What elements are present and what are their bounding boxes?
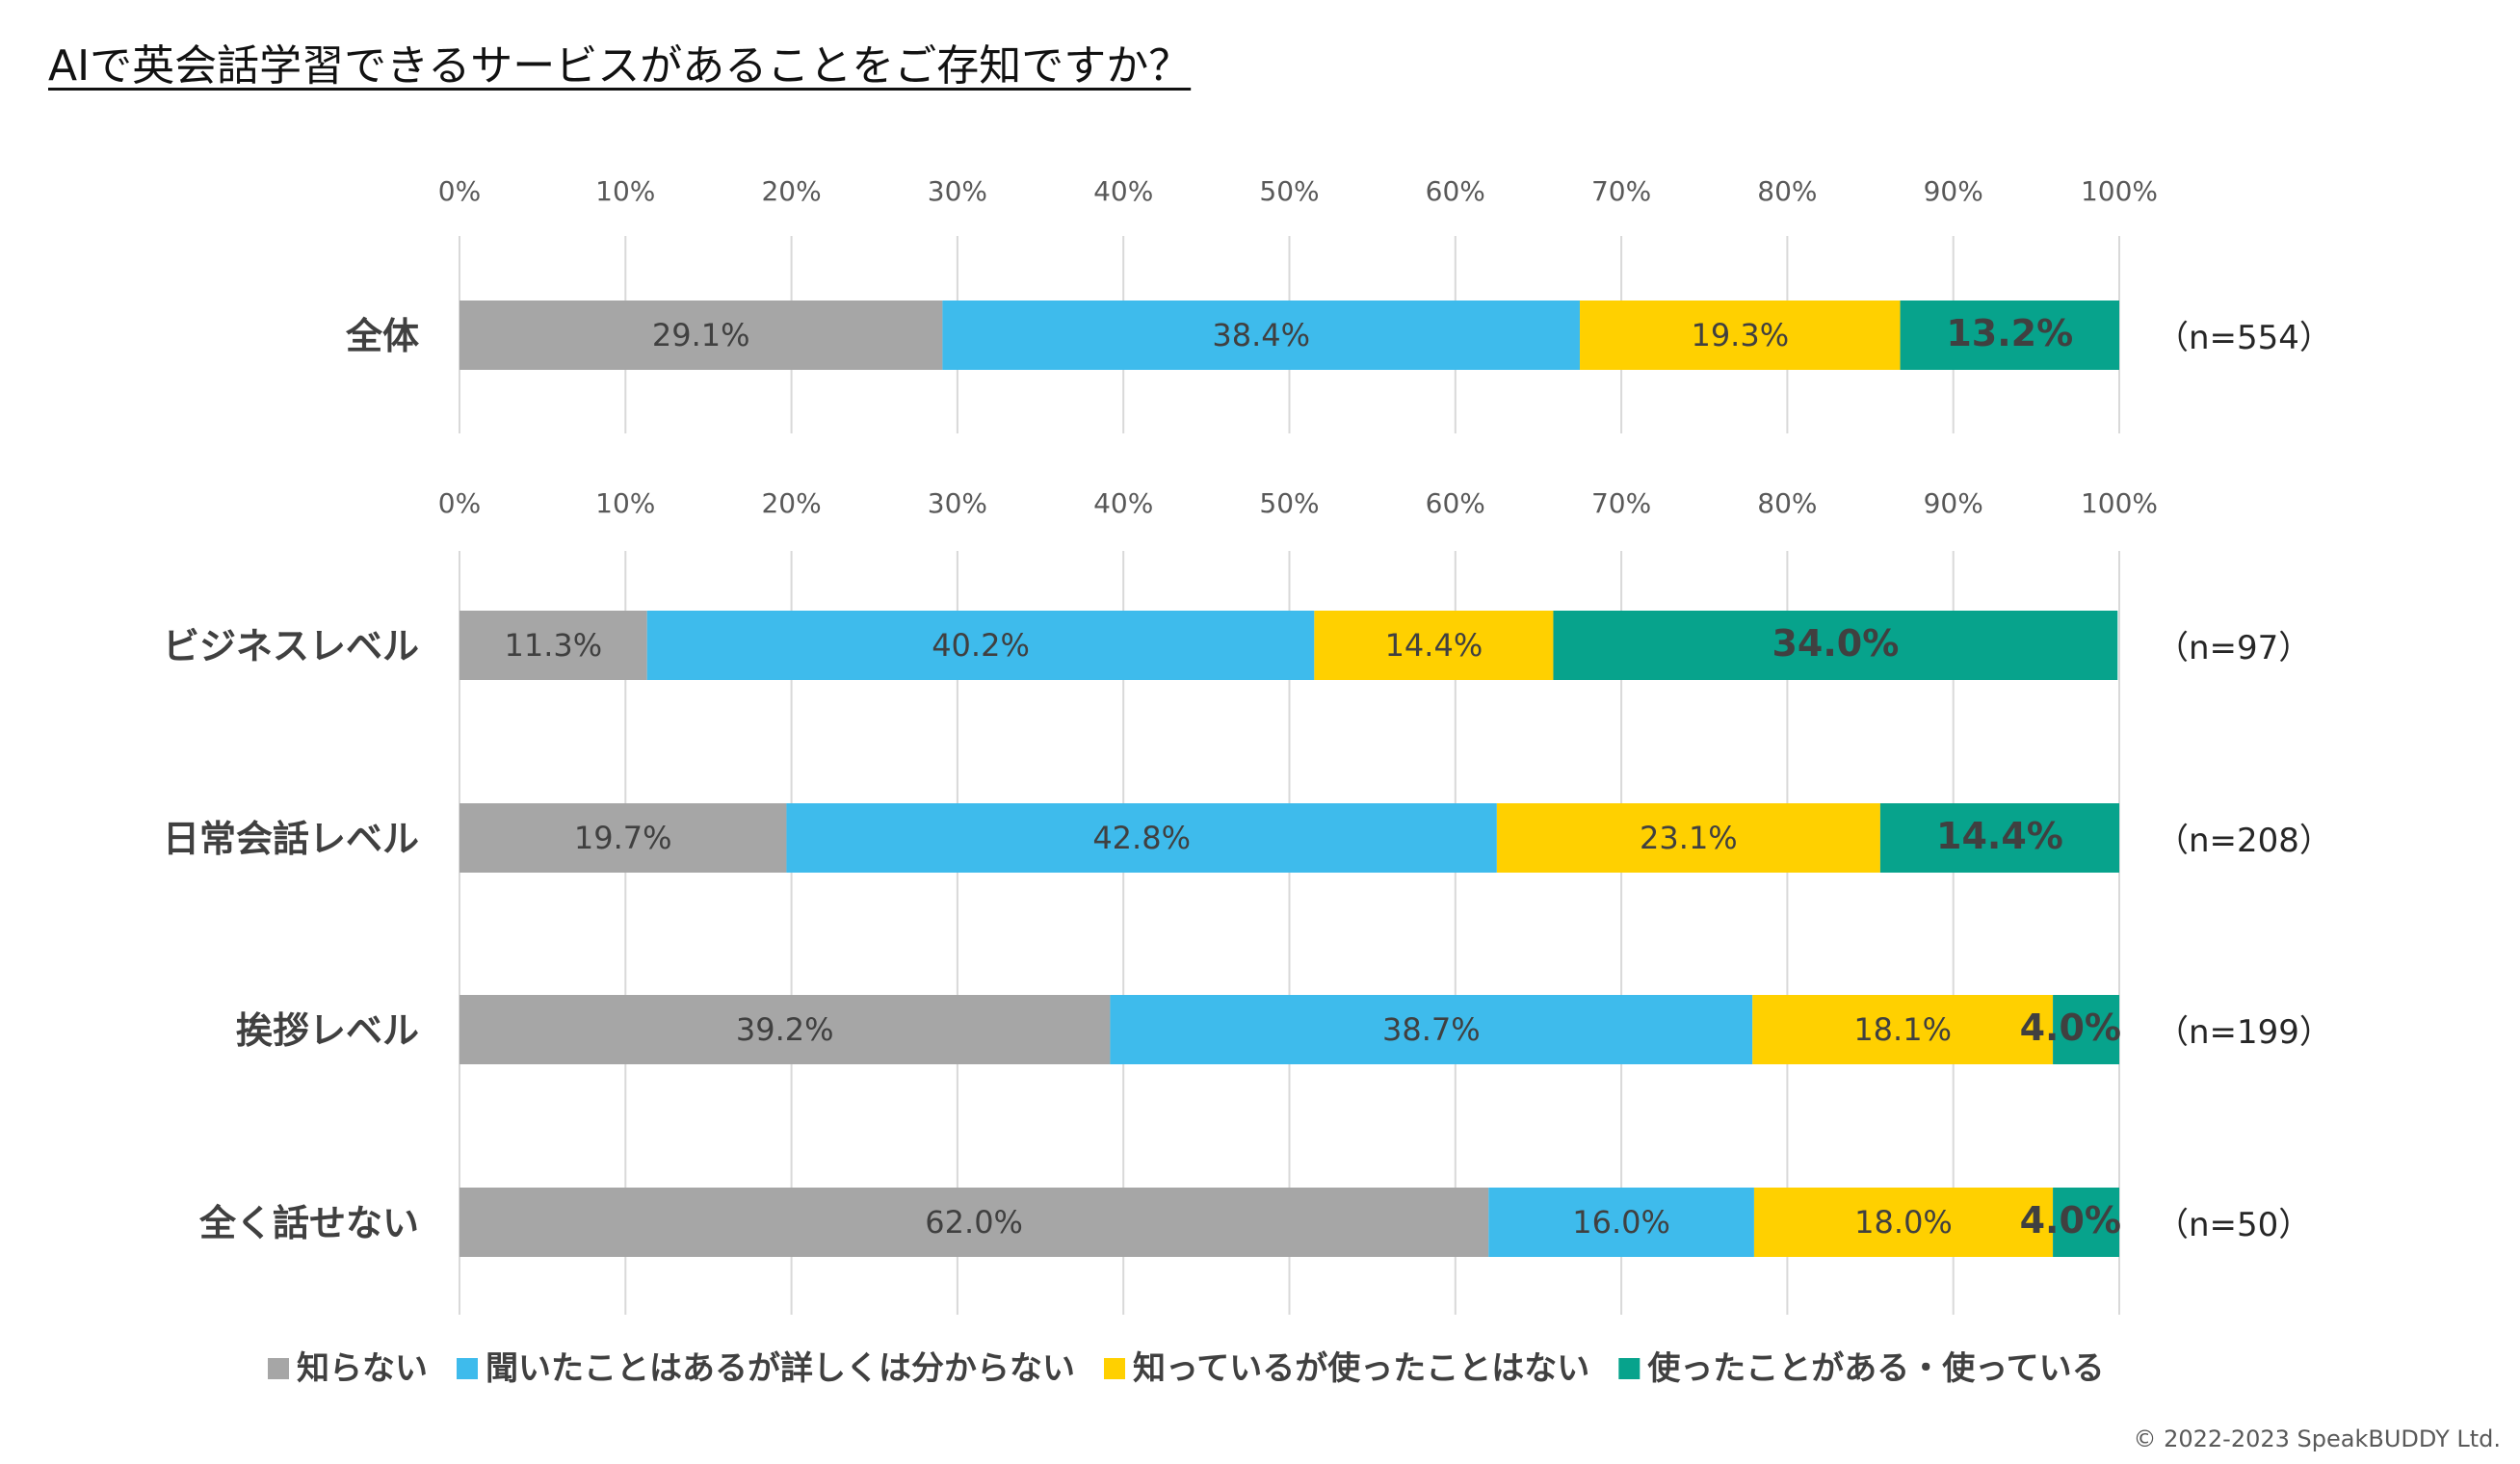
x-tick-label: 10%: [595, 175, 655, 207]
data-label: 16.0%: [1572, 1204, 1670, 1241]
bar-segment: [1110, 995, 1753, 1064]
data-label: 39.2%: [736, 1011, 834, 1048]
sample-size-label: （n=208）: [2156, 822, 2332, 860]
x-tick-label: 20%: [761, 487, 821, 519]
data-label: 14.4%: [1385, 627, 1483, 664]
x-tick-label: 100%: [2081, 487, 2158, 519]
data-label: 34.0%: [1772, 622, 1899, 665]
bar-segment: [459, 611, 647, 680]
bar-segment: [459, 301, 943, 370]
x-tick-label: 60%: [1426, 487, 1485, 519]
data-label: 4.0%: [2020, 1199, 2121, 1242]
data-label: 14.4%: [1936, 815, 2063, 857]
bar-segment: [1314, 611, 1554, 680]
bar-segment: [459, 995, 1111, 1064]
legend-swatch: [1104, 1358, 1125, 1379]
category-label: 挨拶レベル: [236, 1009, 419, 1052]
x-tick-label: 60%: [1426, 175, 1485, 207]
data-label: 29.1%: [652, 317, 750, 353]
x-tick-label: 100%: [2081, 175, 2158, 207]
bar-segment: [1496, 803, 1880, 873]
chart-title: AIで英会話学習できるサービスがあることをご存知ですか？: [48, 41, 1192, 91]
legend-label: 知っているが使ったことはない: [1133, 1349, 1589, 1388]
copyright-text: © 2022-2023 SpeakBUDDY Ltd.: [2133, 1425, 2501, 1452]
x-tick-label: 80%: [1757, 175, 1817, 207]
x-tick-label: 10%: [595, 487, 655, 519]
x-tick-label: 70%: [1591, 487, 1651, 519]
legend-swatch: [1618, 1358, 1641, 1379]
bar-segment: [1753, 1188, 2054, 1257]
legend-swatch: [457, 1358, 478, 1379]
x-tick-label: 50%: [1259, 487, 1319, 519]
data-label: 18.1%: [1853, 1011, 1952, 1048]
bar-segment: [1488, 1188, 1754, 1257]
data-label: 38.7%: [1382, 1011, 1481, 1048]
data-label: 19.3%: [1691, 317, 1789, 353]
x-tick-label: 0%: [438, 175, 481, 207]
x-tick-label: 50%: [1259, 175, 1319, 207]
data-label: 4.0%: [2020, 1006, 2121, 1049]
x-tick-label: 30%: [928, 487, 987, 519]
x-tick-label: 80%: [1757, 487, 1817, 519]
legend-swatch: [268, 1358, 289, 1379]
data-label: 13.2%: [1946, 312, 2073, 354]
x-tick-label: 0%: [438, 487, 481, 519]
x-tick-label: 30%: [928, 175, 987, 207]
category-label: 全体: [345, 315, 419, 357]
bar-segment: [1752, 995, 2054, 1064]
bar-segment: [942, 301, 1581, 370]
x-tick-label: 90%: [1924, 487, 1983, 519]
sample-size-label: （n=97）: [2156, 629, 2311, 667]
bar-segment: [459, 1188, 1489, 1257]
category-label: ビジネスレベル: [163, 625, 419, 667]
sample-size-label: （n=554）: [2156, 319, 2332, 357]
bar-segment: [2053, 1188, 2119, 1257]
bar-segment: [1900, 301, 2119, 370]
data-label: 40.2%: [932, 627, 1030, 664]
x-tick-label: 40%: [1093, 175, 1153, 207]
data-label: 42.8%: [1092, 820, 1191, 856]
data-label: 23.1%: [1640, 820, 1738, 856]
data-label: 11.3%: [505, 627, 603, 664]
bar-segment: [786, 803, 1497, 873]
data-label: 18.0%: [1854, 1204, 1953, 1241]
sample-size-label: （n=50）: [2156, 1206, 2311, 1244]
bar-segment: [1553, 611, 2118, 680]
bar-segment: [1580, 301, 1901, 370]
bar-segment: [646, 611, 1315, 680]
sample-size-label: （n=199）: [2156, 1013, 2332, 1052]
data-label: 62.0%: [925, 1204, 1023, 1241]
data-label: 19.7%: [574, 820, 672, 856]
data-label: 38.4%: [1212, 317, 1310, 353]
category-label: 全く話せない: [198, 1202, 419, 1244]
bar-segment: [1879, 803, 2119, 873]
x-tick-label: 70%: [1591, 175, 1651, 207]
legend-label: 使ったことがある・使っている: [1646, 1349, 2104, 1388]
legend-label: 知らない: [297, 1349, 428, 1388]
legend-label: 聞いたことはあるが詳しくは分からない: [486, 1349, 1075, 1388]
category-label: 日常会話レベル: [163, 818, 419, 860]
x-tick-label: 20%: [761, 175, 821, 207]
x-tick-label: 40%: [1093, 487, 1153, 519]
bar-segment: [459, 803, 787, 873]
bar-segment: [2053, 995, 2119, 1064]
x-tick-label: 90%: [1924, 175, 1983, 207]
